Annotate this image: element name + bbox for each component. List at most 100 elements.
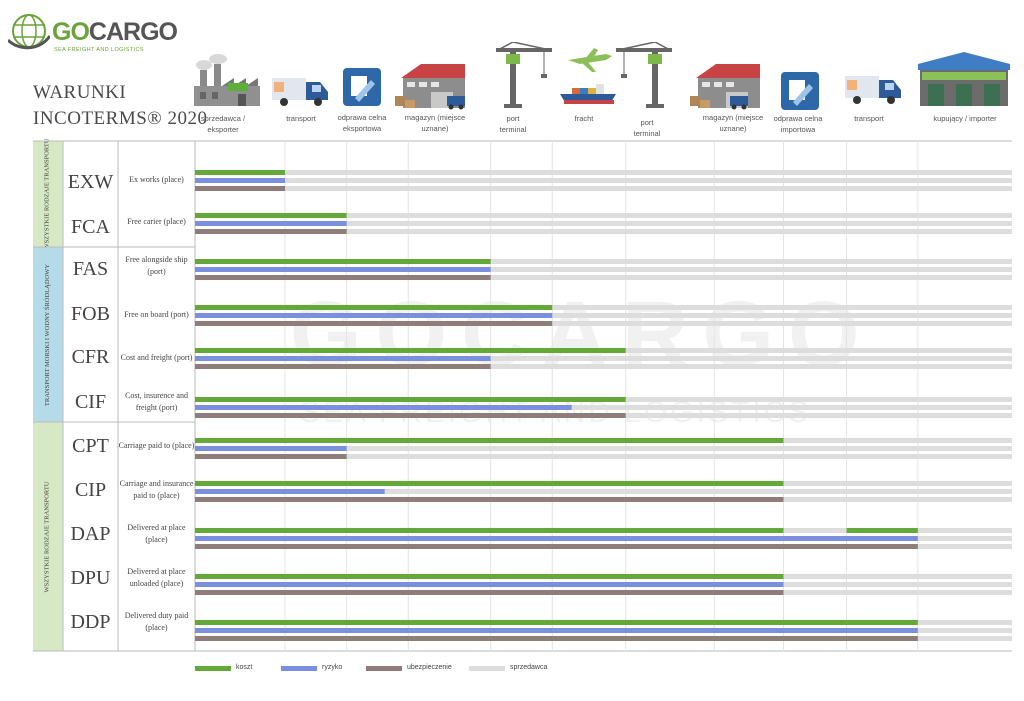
stage-customs-export-icon [343,68,381,110]
legend-koszt-label: koszt [236,664,253,671]
term-code: EXW [67,170,114,193]
bar-ryzyko-cip [195,489,385,494]
bar-ubezpieczenie-exw [195,186,286,191]
term-description: Free alongside ship (port) [125,255,188,276]
bar-ubezpieczenie-fob [195,321,553,326]
term-code: DDP [70,610,111,633]
bar-koszt-exw [195,170,286,175]
bar-ryzyko-cpt [195,446,347,451]
bar-ubezpieczenie-fca [195,229,347,234]
term-description: Cost and freight (port) [120,353,193,362]
bar-sprzedawca [195,364,1012,369]
bar-ubezpieczenie-dap [195,544,918,549]
legend-koszt-swatch [195,666,231,671]
bar-ubezpieczenie-ddp [195,636,918,641]
term-code: CIP [74,478,107,501]
bar-koszt-dpu [195,574,784,579]
term-description: Delivered at place (place) [127,523,186,544]
bar-ryzyko-dpu [195,582,784,587]
brand-name: GOCARGO [52,18,178,46]
stage-factory-icon [192,52,262,112]
bar-sprzedawca [195,178,1012,183]
term-description: Delivered at place unloaded (place) [127,567,186,588]
stage-label-transport-import: transport [854,114,884,123]
group-all-transport-2: WSZYSTKIE RODZAJE TRANSPORTU [33,422,63,651]
bar-koszt-dap [195,528,784,533]
legend-ubezpieczenie-swatch [366,666,402,671]
stage-warehouse-import-icon [690,62,766,114]
term-code: FCA [71,215,110,238]
bar-sprzedawca [195,186,1012,191]
stage-truck-icon [272,72,330,112]
bar-sprzedawca [195,229,1012,234]
stage-label-customs-import: odprawa celna importowa [773,114,823,134]
bar-sprzedawca [195,321,1012,326]
bar-sprzedawca [195,405,1012,410]
gocargo-logo: GOCARGO SEA FREIGHT AND LOGISTICS [6,10,178,60]
bar-ubezpieczenie-dpu [195,590,784,595]
legend-ryzyko-label: ryzyko [322,664,343,671]
bar-sprzedawca [195,446,1012,451]
bar-koszt-fas [195,259,491,264]
bar-sprzedawca [195,356,1012,361]
legend-ubezpieczenie-label: ubezpieczenie [407,664,452,671]
term-description: Free on board (port) [124,310,189,319]
stage-crane-export-icon [492,41,554,114]
bar-koszt-dap [846,528,918,533]
stage-crane-import-icon [614,41,676,114]
bar-sprzedawca [195,221,1012,226]
stage-label-transport-export: transport [286,114,316,123]
bar-ryzyko-cif [195,405,572,410]
brand-tagline: SEA FREIGHT AND LOGISTICS [54,47,144,53]
term-description: Cost, insurence and freight (port) [125,391,188,412]
bar-sprzedawca [195,275,1012,280]
group-all-transport-1: WSZYSTKIE RODZAJE TRANSPORTU [33,138,63,250]
bar-ubezpieczenie-cif [195,413,626,418]
bar-koszt-cip [195,481,784,486]
bar-sprzedawca [195,170,1012,175]
bar-ryzyko-fca [195,221,347,226]
title-line-1: WARUNKI [33,82,127,103]
bar-koszt-cpt [195,438,784,443]
stage-customs-import-icon [781,72,819,114]
stage-label-freight: fracht [574,114,594,123]
term-code: FAS [72,257,109,280]
stage-label-buyer: kupujący / importer [933,114,997,123]
term-description: Carriage paid to (place) [118,441,195,450]
term-description: Free carier (place) [127,217,186,226]
term-description: Delivered duty paid (place) [124,611,189,632]
bar-ryzyko-exw [195,178,286,183]
bar-sprzedawca [195,259,1012,264]
bar-ubezpieczenie-cfr [195,364,491,369]
legend-sprzedawca-swatch [469,666,505,671]
bar-ryzyko-dap [195,536,918,541]
term-description: Carriage and insurance paid to (place) [119,479,194,500]
term-code: CFR [71,345,110,368]
bar-koszt-ddp [195,620,918,625]
stage-freight-icon [560,48,618,112]
legend-ryzyko-swatch [281,666,317,671]
bar-koszt-cif [195,397,626,402]
stage-buyer-icon [918,50,1010,112]
term-code: CPT [72,434,109,457]
bar-ubezpieczenie-cpt [195,454,347,459]
stage-warehouse-export-icon [395,62,471,114]
stage-label-port-import: port terminal [633,118,661,138]
bar-ryzyko-fob [195,313,553,318]
bar-ubezpieczenie-fas [195,275,491,280]
stage-truck-import-icon [845,70,903,110]
term-code: CIF [74,390,107,413]
title-line-2: INCOTERMS® 2020 [33,108,208,129]
group-sea-transport: TRANSPORT MORSKI I WODNY ŚRÓDLĄDOWY [33,247,63,422]
term-code: DAP [70,522,111,545]
bar-ryzyko-cfr [195,356,491,361]
page-title: WARUNKI INCOTERMS® 2020 [33,80,207,132]
stage-label-port-export: port terminal [499,114,527,134]
stage-label-seller: sprzedawca / eksporter [200,114,246,134]
bar-koszt-fca [195,213,347,218]
bar-sprzedawca [195,213,1012,218]
bar-sprzedawca [195,305,1012,310]
term-code: DPU [70,566,111,589]
bar-koszt-fob [195,305,553,310]
